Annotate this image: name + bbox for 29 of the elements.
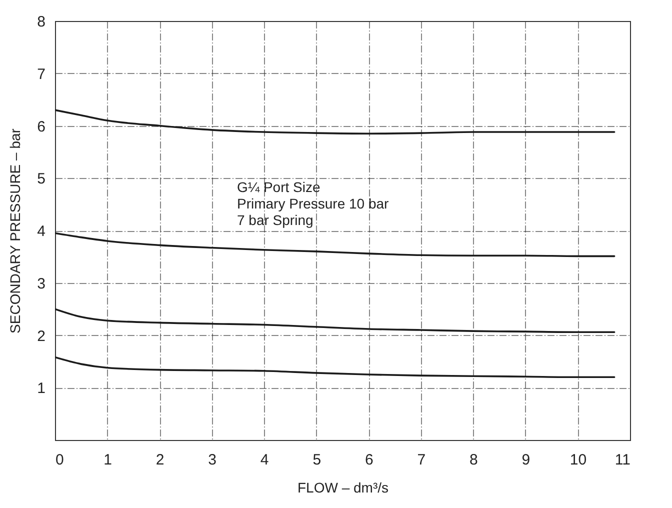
y-axis-title: SECONDARY PRESSURE – bar [7, 128, 24, 334]
y-tick-label: 3 [37, 275, 46, 292]
x-tick-label: 1 [104, 452, 112, 468]
x-tick-label: 3 [208, 452, 216, 468]
y-tick-label: 4 [37, 223, 46, 240]
x-tick-label: 4 [260, 452, 269, 468]
line-series [55, 308, 616, 334]
y-tick-label: 1 [37, 380, 46, 398]
y-tick-label: 6 [37, 118, 46, 136]
x-axis-title: FLOW – dm³/s [297, 480, 389, 496]
y-tick-label: 8 [37, 14, 46, 30]
y-tick-label: 7 [37, 66, 46, 83]
x-tick-label: 10 [570, 452, 587, 468]
annotation: Primary Pressure 10 bar [237, 196, 390, 212]
y-tick-label: 2 [37, 328, 46, 345]
x-tick-label: 6 [364, 452, 374, 468]
x-tick-label: 9 [522, 452, 530, 468]
line-series [55, 232, 616, 258]
x-tick-label: 11 [614, 452, 630, 468]
annotation: 7 bar Spring [237, 212, 314, 228]
x-tick-label: 7 [417, 452, 426, 468]
x-tick-label: 8 [470, 452, 478, 468]
line-series [55, 356, 616, 378]
x-tick-label: 5 [312, 452, 322, 468]
y-tick-label: 5 [37, 170, 46, 188]
x-tick-label: 0 [56, 452, 64, 468]
line-series [55, 109, 616, 135]
x-tick-label: 2 [156, 452, 164, 468]
annotation: G¼ Port Size [237, 179, 320, 195]
